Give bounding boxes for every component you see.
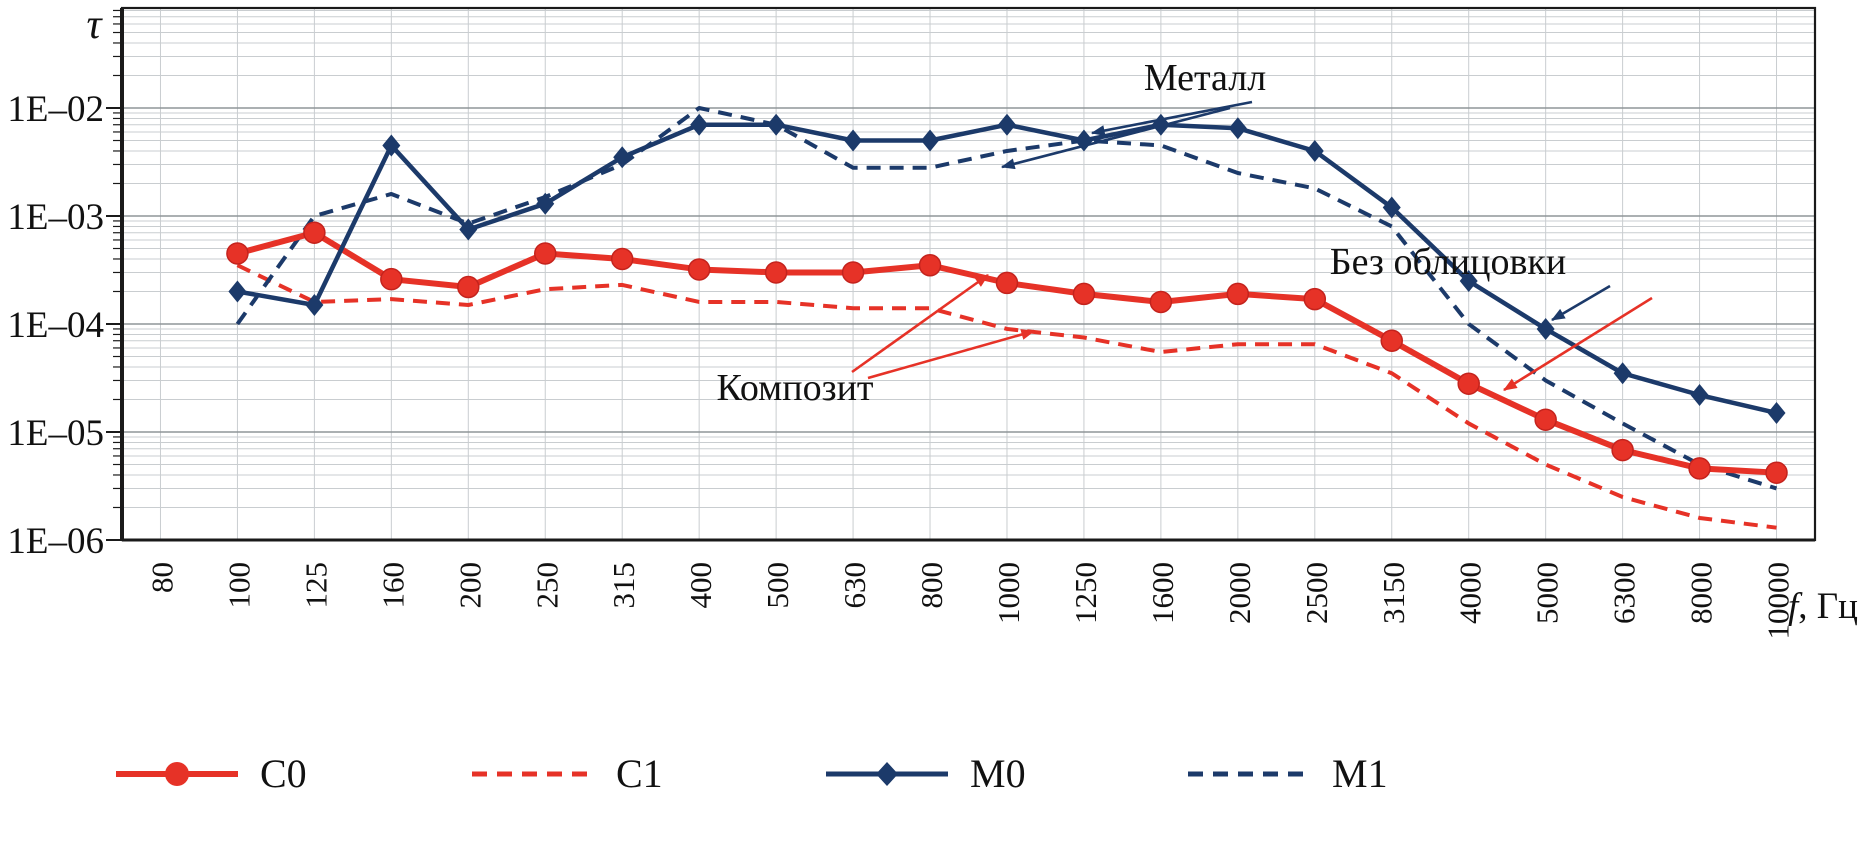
annotation-text: Композит: [716, 367, 873, 409]
y-axis-title: τ: [86, 2, 103, 48]
x-tick-label: 200: [452, 562, 487, 609]
legend-item-c1: C1: [468, 750, 663, 798]
x-tick-label: 2500: [1299, 562, 1334, 624]
x-tick-label: 5000: [1530, 562, 1565, 624]
legend-swatch-c1-dashed: [472, 771, 594, 777]
annotations: Металл Без облицовки Композит: [716, 57, 1653, 409]
x-tick-label: 125: [298, 562, 333, 609]
x-tick-label: 8000: [1684, 562, 1719, 624]
legend: C0 C1 M0 M1: [0, 750, 1871, 810]
annotation-text: Без облицовки: [1330, 241, 1566, 283]
series-C0-markers: [226, 221, 1788, 484]
x-tick-label: 1000: [991, 562, 1026, 624]
x-tick-label: 80: [144, 562, 179, 593]
annotation-text: Металл: [1144, 57, 1266, 99]
y-tick-label: 1E–06: [7, 521, 104, 562]
annotation-arrow: [1090, 100, 1253, 136]
series-C1-line: [236, 263, 1777, 530]
series-lines: [226, 106, 1788, 530]
legend-label-m0: M0: [970, 751, 1026, 796]
x-tick-label: 160: [375, 562, 410, 609]
x-tick-label: 250: [529, 562, 564, 609]
annotation-arrow: [1503, 296, 1653, 392]
legend-label-c1: C1: [616, 751, 663, 796]
y-tick-label: 1E–04: [7, 305, 104, 346]
x-tick-label: 3150: [1376, 562, 1411, 624]
x-tick-label: 10000: [1761, 562, 1796, 640]
axes-frame: [120, 6, 1817, 542]
annotation-arrow: [867, 329, 1036, 380]
x-tick-label: 800: [914, 562, 949, 609]
y-axis-ticks: [106, 9, 122, 541]
y-tick-label: 1E–03: [7, 197, 104, 238]
legend-item-m1: M1: [1184, 750, 1388, 798]
annotation-arrow: [1551, 284, 1611, 322]
legend-item-m0: M0: [822, 750, 1026, 798]
x-tick-label: 2000: [1222, 562, 1257, 624]
y-tick-label: 1E–02: [7, 89, 104, 130]
legend-label-m1: M1: [1332, 751, 1388, 796]
x-tick-label: 1600: [1145, 562, 1180, 624]
legend-swatch-m0-solid-diamond: [826, 762, 948, 786]
x-tick-label: 630: [837, 562, 872, 609]
x-tick-label: 400: [683, 562, 718, 609]
x-tick-label: 500: [760, 562, 795, 609]
series-M1-line: [235, 106, 1778, 491]
legend-swatch-c0-solid-circle: [116, 762, 238, 786]
y-tick-label: 1E–05: [7, 413, 104, 454]
legend-swatch-m1-dashed: [1188, 771, 1310, 777]
x-tick-label: 4000: [1453, 562, 1488, 624]
x-tick-label: 100: [221, 562, 256, 609]
series-M0-markers: [228, 113, 1786, 424]
annotation-arrow: [851, 273, 989, 374]
legend-item-c0: C0: [112, 750, 307, 798]
axis-labels: 1E–06 1E–05 1E–04 1E–03 1E–02 80 100 125 160 200 2…: [7, 2, 1858, 640]
x-tick-label: 6300: [1607, 562, 1642, 624]
x-axis-title: f, Гц: [1788, 586, 1858, 627]
legend-label-c0: C0: [260, 751, 307, 796]
x-tick-label: 1250: [1068, 562, 1103, 624]
x-tick-label: 315: [606, 562, 641, 609]
annotation-arrow: [1000, 106, 1231, 170]
